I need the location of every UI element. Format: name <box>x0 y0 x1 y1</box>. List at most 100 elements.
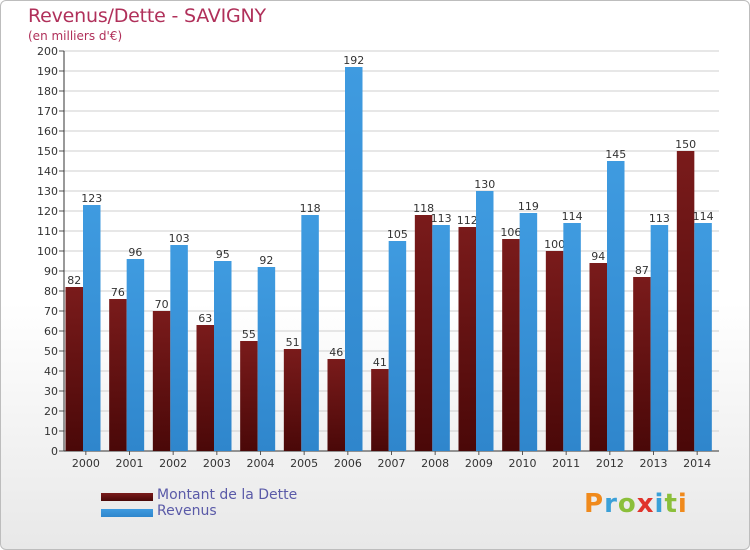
logo-letter: x <box>636 489 655 519</box>
bar-dette <box>240 341 258 451</box>
x-tick-label: 2010 <box>509 457 537 470</box>
bar-revenus <box>83 205 101 451</box>
x-tick-label: 2011 <box>552 457 580 470</box>
bar-dette <box>676 151 695 451</box>
data-label-revenus: 130 <box>474 178 495 191</box>
data-label-dette: 63 <box>198 312 212 325</box>
bar-revenus <box>432 225 450 451</box>
y-tick-label: 150 <box>37 145 58 158</box>
data-label-dette: 76 <box>111 286 125 299</box>
x-tick-label: 2009 <box>465 457 493 470</box>
x-tick-label: 2012 <box>596 457 624 470</box>
logo-letter: i <box>654 489 665 519</box>
data-label-dette: 150 <box>675 138 696 151</box>
bar-revenus <box>126 259 145 451</box>
x-tick-label: 2000 <box>72 457 100 470</box>
data-label-dette: 55 <box>242 328 256 341</box>
bar-dette <box>545 251 564 451</box>
data-label-revenus: 96 <box>128 246 142 259</box>
y-tick-label: 120 <box>37 205 58 218</box>
logo-letter: r <box>604 489 618 519</box>
legend-label-dette: Montant de la Dette <box>157 487 298 503</box>
data-label-dette: 70 <box>155 298 169 311</box>
bar-revenus <box>301 215 319 451</box>
y-tick-label: 60 <box>44 325 58 338</box>
bar-dette <box>65 287 83 451</box>
bar-revenus <box>257 267 276 451</box>
data-label-revenus: 95 <box>216 248 230 261</box>
data-label-revenus: 114 <box>562 210 583 223</box>
y-tick-label: 80 <box>44 285 58 298</box>
data-label-dette: 106 <box>500 226 521 239</box>
bar-dette <box>196 325 214 451</box>
data-label-revenus: 145 <box>605 148 626 161</box>
bar-revenus <box>694 223 712 451</box>
bar-dette <box>283 349 302 451</box>
x-tick-label: 2008 <box>421 457 449 470</box>
y-tick-label: 170 <box>37 105 58 118</box>
y-tick-label: 190 <box>37 65 58 78</box>
data-label-dette: 94 <box>591 250 605 263</box>
bar-revenus <box>170 245 188 451</box>
data-label-revenus: 123 <box>81 192 102 205</box>
data-label-revenus: 92 <box>259 254 273 267</box>
y-tick-label: 130 <box>37 185 58 198</box>
data-label-revenus: 119 <box>518 200 539 213</box>
bar-dette <box>502 239 520 451</box>
data-label-dette: 82 <box>67 274 81 287</box>
y-tick-label: 0 <box>51 445 58 458</box>
data-label-dette: 112 <box>457 214 478 227</box>
x-tick-label: 2004 <box>247 457 275 470</box>
data-label-revenus: 113 <box>649 212 670 225</box>
y-tick-label: 200 <box>37 45 58 58</box>
data-label-revenus: 103 <box>169 232 190 245</box>
bar-dette <box>327 359 345 451</box>
y-tick-label: 30 <box>44 385 58 398</box>
bar-dette <box>414 215 433 451</box>
bar-revenus <box>563 223 581 451</box>
logo-letter: i <box>677 489 688 519</box>
x-tick-label: 2013 <box>640 457 668 470</box>
bar-dette <box>589 263 607 451</box>
x-tick-label: 2006 <box>334 457 362 470</box>
data-label-dette: 41 <box>373 356 387 369</box>
data-label-dette: 51 <box>286 336 300 349</box>
bar-revenus <box>214 261 232 451</box>
y-tick-label: 100 <box>37 245 58 258</box>
x-tick-label: 2002 <box>159 457 187 470</box>
y-tick-label: 20 <box>44 405 58 418</box>
y-tick-label: 40 <box>44 365 58 378</box>
bar-revenus <box>388 241 407 451</box>
y-tick-label: 10 <box>44 425 58 438</box>
y-tick-label: 140 <box>37 165 58 178</box>
proxiti-logo: Proxiti <box>584 489 688 519</box>
logo-letter: P <box>584 489 605 519</box>
data-label-dette: 118 <box>413 202 434 215</box>
chart-title: Revenus/Dette - SAVIGNY <box>28 5 266 27</box>
data-label-revenus: 192 <box>343 54 364 67</box>
legend-swatch-revenus <box>101 509 153 517</box>
data-label-dette: 46 <box>329 346 343 359</box>
x-tick-label: 2001 <box>116 457 144 470</box>
legend-label-revenus: Revenus <box>157 503 217 519</box>
chart-subtitle: (en milliers d'€) <box>28 29 123 43</box>
data-label-revenus: 118 <box>300 202 321 215</box>
x-tick-label: 2007 <box>378 457 406 470</box>
logo-letter: t <box>664 489 678 519</box>
bar-dette <box>458 227 476 451</box>
data-label-revenus: 105 <box>387 228 408 241</box>
data-label-dette: 100 <box>544 238 565 251</box>
data-label-revenus: 114 <box>693 210 714 223</box>
x-tick-label: 2014 <box>683 457 711 470</box>
bar-dette <box>152 311 171 451</box>
y-tick-label: 160 <box>37 125 58 138</box>
logo-letter: o <box>617 489 637 519</box>
x-tick-label: 2003 <box>203 457 231 470</box>
y-tick-label: 180 <box>37 85 58 98</box>
y-tick-label: 50 <box>44 345 58 358</box>
y-tick-label: 110 <box>37 225 58 238</box>
data-label-dette: 87 <box>635 264 649 277</box>
bar-dette <box>109 299 127 451</box>
